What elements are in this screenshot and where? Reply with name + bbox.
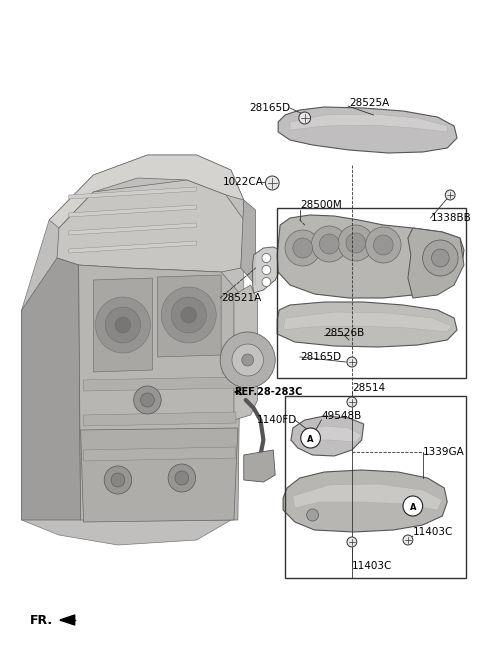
- Bar: [285, 396, 466, 578]
- Text: 1140FD: 1140FD: [257, 415, 297, 425]
- Circle shape: [262, 253, 271, 262]
- Polygon shape: [277, 302, 457, 347]
- Polygon shape: [22, 258, 81, 520]
- Polygon shape: [278, 107, 457, 153]
- Text: 49548B: 49548B: [322, 411, 361, 421]
- Text: A: A: [409, 502, 416, 512]
- Polygon shape: [84, 447, 236, 461]
- Circle shape: [307, 509, 318, 521]
- Text: FR.: FR.: [29, 613, 53, 626]
- Text: 11403C: 11403C: [352, 561, 392, 571]
- Circle shape: [347, 537, 357, 547]
- Circle shape: [320, 234, 339, 254]
- Text: 1022CA: 1022CA: [223, 177, 264, 187]
- Circle shape: [141, 393, 154, 407]
- Polygon shape: [49, 155, 244, 228]
- Circle shape: [403, 535, 413, 545]
- Circle shape: [373, 235, 393, 255]
- Text: 28526B: 28526B: [324, 328, 365, 338]
- Circle shape: [242, 354, 253, 366]
- Polygon shape: [293, 484, 442, 510]
- Text: 28500M: 28500M: [300, 200, 342, 210]
- Polygon shape: [60, 615, 75, 625]
- Polygon shape: [69, 223, 197, 235]
- Polygon shape: [94, 278, 152, 372]
- Circle shape: [220, 332, 275, 388]
- Circle shape: [104, 466, 132, 494]
- Circle shape: [445, 190, 455, 200]
- Polygon shape: [57, 180, 244, 272]
- Circle shape: [262, 277, 271, 287]
- Circle shape: [347, 397, 357, 407]
- Polygon shape: [244, 450, 275, 482]
- Polygon shape: [252, 247, 281, 293]
- Circle shape: [181, 307, 197, 323]
- Circle shape: [301, 428, 321, 448]
- Polygon shape: [408, 228, 464, 298]
- Circle shape: [175, 471, 189, 485]
- Circle shape: [171, 297, 206, 333]
- Circle shape: [265, 176, 279, 190]
- Polygon shape: [283, 470, 447, 532]
- Polygon shape: [69, 241, 197, 253]
- Circle shape: [161, 287, 216, 343]
- Text: 28165D: 28165D: [300, 352, 341, 362]
- Text: 1338BB: 1338BB: [431, 213, 471, 223]
- Text: A: A: [307, 434, 314, 443]
- Circle shape: [403, 496, 423, 516]
- Polygon shape: [69, 205, 197, 217]
- Text: 11403C: 11403C: [413, 527, 453, 537]
- Circle shape: [285, 230, 321, 266]
- Circle shape: [133, 386, 161, 414]
- Polygon shape: [69, 187, 197, 199]
- Circle shape: [262, 266, 271, 274]
- Circle shape: [232, 344, 264, 376]
- Polygon shape: [157, 275, 221, 357]
- Text: 28525A: 28525A: [349, 98, 389, 108]
- Circle shape: [347, 357, 357, 367]
- Circle shape: [338, 225, 373, 261]
- Polygon shape: [81, 428, 238, 522]
- Circle shape: [293, 238, 312, 258]
- Polygon shape: [84, 377, 236, 391]
- Polygon shape: [22, 155, 244, 545]
- Polygon shape: [241, 200, 255, 285]
- Circle shape: [408, 505, 418, 515]
- Polygon shape: [277, 215, 464, 298]
- Circle shape: [346, 233, 366, 253]
- Polygon shape: [84, 412, 236, 426]
- Text: 28514: 28514: [352, 383, 385, 393]
- Circle shape: [312, 226, 347, 262]
- Circle shape: [111, 473, 125, 487]
- Circle shape: [168, 464, 196, 492]
- Text: REF.28-283C: REF.28-283C: [234, 387, 302, 397]
- Circle shape: [432, 249, 449, 267]
- Polygon shape: [291, 416, 364, 456]
- Text: 28165D: 28165D: [249, 103, 290, 113]
- Polygon shape: [79, 265, 241, 520]
- Circle shape: [423, 240, 458, 276]
- Circle shape: [96, 297, 150, 353]
- Bar: [277, 208, 466, 378]
- Polygon shape: [290, 114, 447, 132]
- Circle shape: [115, 317, 131, 333]
- Polygon shape: [283, 312, 452, 332]
- Circle shape: [366, 227, 401, 263]
- Text: 28521A: 28521A: [221, 293, 262, 303]
- Polygon shape: [234, 285, 258, 420]
- Polygon shape: [300, 426, 362, 442]
- Text: 1339GA: 1339GA: [423, 447, 465, 457]
- Circle shape: [299, 112, 311, 124]
- Circle shape: [105, 307, 141, 343]
